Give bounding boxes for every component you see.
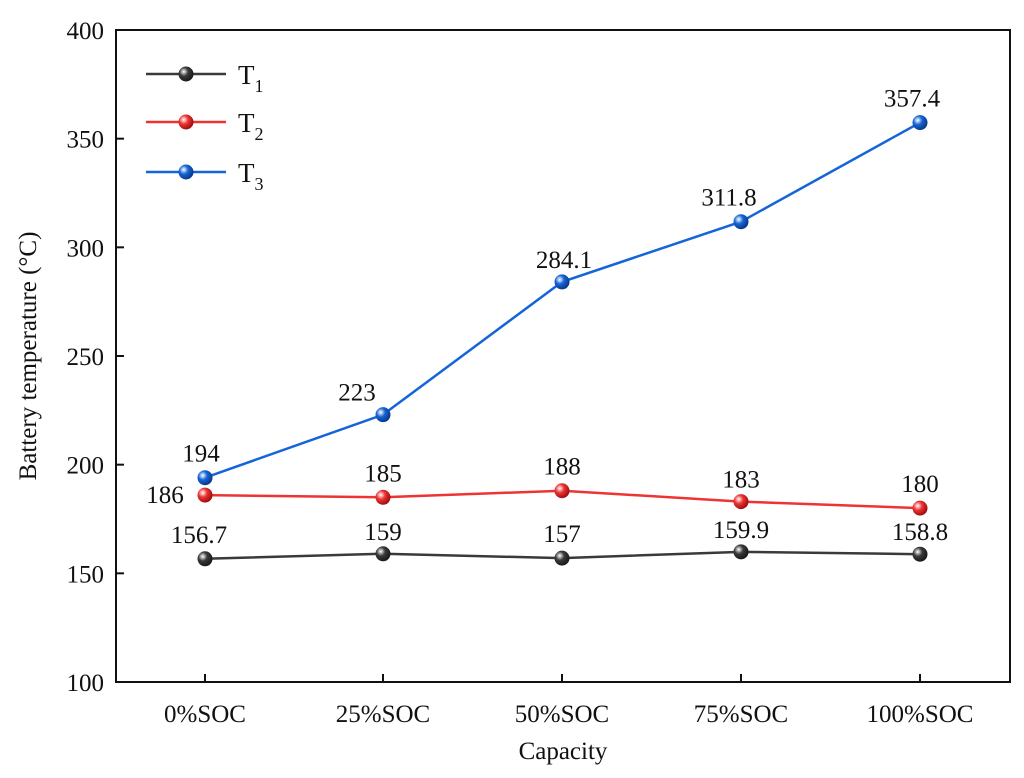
series-t2 [197,483,928,516]
data-point-t2 [197,487,213,503]
legend-label-main: T [238,158,255,188]
y-axis: 100 150 200 250 300 350 400 [67,18,124,697]
data-label-t1: 157 [543,521,581,548]
y-tick-label: 250 [67,344,105,371]
series-line-t3 [204,121,921,479]
legend-label-sub: 3 [255,174,264,194]
data-point-t1 [733,544,749,560]
data-point-t3 [554,274,570,290]
data-label-t1: 158.8 [892,519,948,546]
data-label-t1: 159 [364,519,402,546]
x-tick-label: 25%SOC [336,701,430,728]
y-tick-label: 350 [67,127,105,154]
y-axis-title: Battery temperature (°C) [15,232,42,481]
data-point-t1 [375,546,391,562]
data-label-t2: 188 [543,454,581,481]
legend-marker [178,66,194,82]
data-point-t2 [375,489,391,505]
x-tick-label: 100%SOC [867,701,974,728]
legend-label-sub: 1 [255,76,264,96]
data-point-t2 [733,494,749,510]
x-tick-label: 0%SOC [164,701,246,728]
data-label-t2: 183 [722,467,760,494]
data-point-t3 [375,407,391,423]
y-tick-label: 100 [67,670,105,697]
series-t3 [197,115,928,486]
legend-marker [178,164,194,180]
y-tick-label: 200 [67,453,105,480]
y-tick-label: 400 [67,18,105,45]
x-axis: 0%SOC 25%SOC 50%SOC 75%SOC 100%SOC [164,674,973,728]
data-labels-layer: 156.7 159 157 159.9 158.8 186 185 188 183 180 194 2… [146,86,948,549]
x-tick-label: 75%SOC [694,701,788,728]
legend-marker [178,114,194,130]
data-point-t1 [197,551,213,567]
data-label-t3: 284.1 [536,247,592,274]
data-label-t3: 223 [338,380,376,407]
legend-label: T1 [238,60,264,96]
data-label-t1: 159.9 [713,517,769,544]
data-point-t3 [197,470,213,486]
series-layer [197,115,928,567]
data-point-t1 [912,546,928,562]
y-tick-label: 300 [67,235,105,262]
data-label-t3: 357.4 [884,86,941,113]
data-point-t1 [554,550,570,566]
data-point-t2 [912,500,928,516]
data-label-t2: 180 [901,471,939,498]
data-point-t3 [733,214,749,230]
legend-label: T3 [238,158,264,194]
data-point-t2 [554,483,570,499]
legend-label: T2 [238,108,264,144]
x-axis-title: Capacity [519,738,608,765]
legend-label-sub: 2 [255,124,264,144]
legend-item-t3: T3 [146,158,264,194]
legend-label-main: T [238,60,255,90]
data-label-t2: 186 [146,482,184,509]
x-tick-label: 50%SOC [515,701,609,728]
series-t1 [197,544,928,567]
data-label-t3: 311.8 [701,185,756,212]
data-point-t3 [912,115,928,131]
data-label-t3: 194 [182,441,220,468]
data-label-t2: 185 [364,460,402,487]
legend-label-main: T [238,108,255,138]
data-label-t1: 156.7 [171,522,227,549]
y-tick-label: 150 [67,561,105,588]
legend-item-t2: T2 [146,108,264,144]
legend-item-t1: T1 [146,60,264,96]
